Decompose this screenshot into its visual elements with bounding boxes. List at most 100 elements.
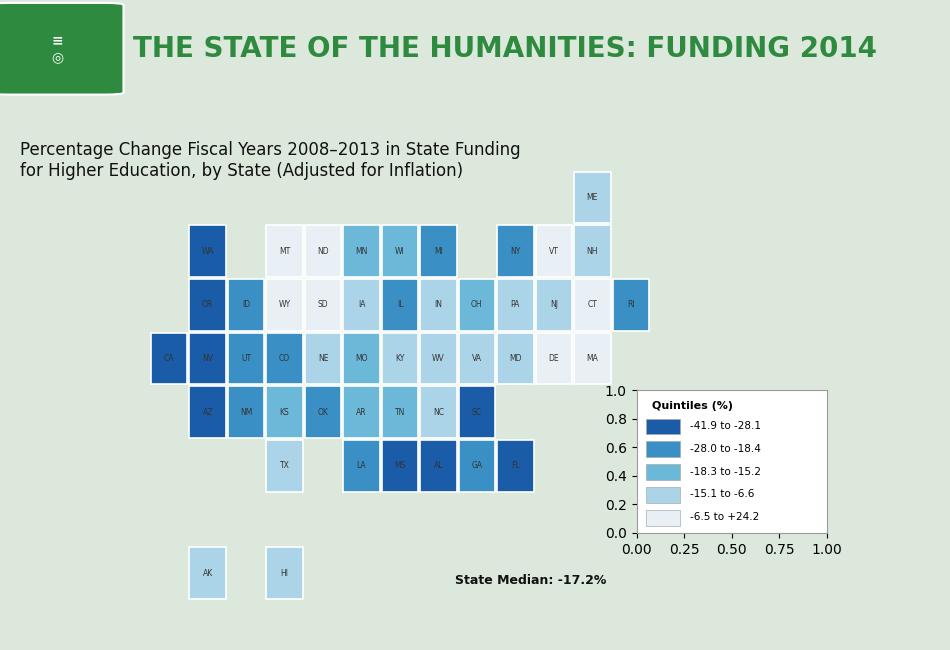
Bar xyxy=(574,172,611,224)
Bar xyxy=(305,279,341,331)
Text: NH: NH xyxy=(586,247,598,255)
Bar xyxy=(574,279,611,331)
Bar xyxy=(536,279,572,331)
Text: ND: ND xyxy=(317,247,329,255)
Text: CA: CA xyxy=(164,354,175,363)
Bar xyxy=(305,386,341,438)
Bar xyxy=(382,226,418,277)
Text: OK: OK xyxy=(317,408,329,417)
Bar xyxy=(536,333,572,384)
Text: TX: TX xyxy=(279,462,290,471)
Text: KY: KY xyxy=(395,354,405,363)
Text: FL: FL xyxy=(511,462,520,471)
Text: -6.5 to +24.2: -6.5 to +24.2 xyxy=(690,512,759,522)
Text: IA: IA xyxy=(358,300,366,309)
Bar xyxy=(382,279,418,331)
Bar xyxy=(459,333,495,384)
Bar xyxy=(646,441,680,457)
Bar xyxy=(189,226,226,277)
Bar xyxy=(343,386,380,438)
Text: CT: CT xyxy=(587,300,598,309)
Bar xyxy=(420,279,457,331)
Bar xyxy=(266,547,303,599)
Bar xyxy=(646,510,680,526)
Text: HI: HI xyxy=(280,569,289,578)
Text: -41.9 to -28.1: -41.9 to -28.1 xyxy=(690,421,761,431)
Text: State Median: -17.2%: State Median: -17.2% xyxy=(455,573,606,586)
Bar xyxy=(459,279,495,331)
Bar xyxy=(420,440,457,491)
Bar xyxy=(305,333,341,384)
Text: TN: TN xyxy=(395,408,406,417)
Text: MO: MO xyxy=(355,354,368,363)
FancyBboxPatch shape xyxy=(0,3,124,95)
Text: AZ: AZ xyxy=(202,408,213,417)
Bar xyxy=(151,333,187,384)
Text: GA: GA xyxy=(471,462,483,471)
Bar xyxy=(420,226,457,277)
Text: WV: WV xyxy=(432,354,445,363)
Bar xyxy=(189,279,226,331)
Bar xyxy=(343,226,380,277)
Text: IL: IL xyxy=(397,300,403,309)
Text: SC: SC xyxy=(472,408,482,417)
Text: ID: ID xyxy=(242,300,250,309)
Text: Percentage Change Fiscal Years 2008–2013 in State Funding
for Higher Education, : Percentage Change Fiscal Years 2008–2013… xyxy=(20,140,521,179)
Bar xyxy=(420,333,457,384)
Bar xyxy=(459,386,495,438)
Text: Quintiles (%): Quintiles (%) xyxy=(652,402,732,411)
Text: KS: KS xyxy=(279,408,290,417)
Text: ME: ME xyxy=(586,193,598,202)
Text: WI: WI xyxy=(395,247,405,255)
Bar xyxy=(574,333,611,384)
Text: MS: MS xyxy=(394,462,406,471)
Bar xyxy=(382,440,418,491)
Text: NV: NV xyxy=(202,354,213,363)
Bar xyxy=(266,440,303,491)
Bar xyxy=(266,279,303,331)
Bar xyxy=(497,279,534,331)
Text: MI: MI xyxy=(434,247,443,255)
Bar xyxy=(646,464,680,480)
Text: NE: NE xyxy=(318,354,329,363)
Text: AK: AK xyxy=(202,569,213,578)
Text: AR: AR xyxy=(356,408,367,417)
Bar xyxy=(420,386,457,438)
Text: NJ: NJ xyxy=(550,300,558,309)
Text: OH: OH xyxy=(471,300,483,309)
Text: UT: UT xyxy=(241,354,251,363)
Text: DE: DE xyxy=(548,354,560,363)
Bar xyxy=(228,386,264,438)
Bar xyxy=(646,488,680,503)
Text: MN: MN xyxy=(355,247,368,255)
Text: -18.3 to -15.2: -18.3 to -15.2 xyxy=(690,467,761,476)
Bar xyxy=(536,226,572,277)
Bar xyxy=(497,440,534,491)
Text: IN: IN xyxy=(434,300,443,309)
Text: MT: MT xyxy=(279,247,291,255)
Bar xyxy=(343,333,380,384)
Bar xyxy=(305,226,341,277)
Text: MD: MD xyxy=(509,354,522,363)
Bar xyxy=(497,333,534,384)
Text: -28.0 to -18.4: -28.0 to -18.4 xyxy=(690,444,761,454)
Bar xyxy=(189,547,226,599)
Bar xyxy=(228,279,264,331)
Text: NC: NC xyxy=(433,408,444,417)
Bar xyxy=(266,226,303,277)
Text: NY: NY xyxy=(510,247,521,255)
Bar xyxy=(266,333,303,384)
Text: MA: MA xyxy=(586,354,598,363)
Bar xyxy=(382,333,418,384)
Text: OR: OR xyxy=(202,300,214,309)
Text: WY: WY xyxy=(278,300,291,309)
Text: -15.1 to -6.6: -15.1 to -6.6 xyxy=(690,489,754,499)
Bar xyxy=(228,333,264,384)
Bar xyxy=(497,226,534,277)
Bar xyxy=(613,279,649,331)
Text: WA: WA xyxy=(201,247,214,255)
Text: NM: NM xyxy=(240,408,253,417)
Text: CO: CO xyxy=(279,354,290,363)
Bar xyxy=(459,440,495,491)
Text: SD: SD xyxy=(317,300,329,309)
